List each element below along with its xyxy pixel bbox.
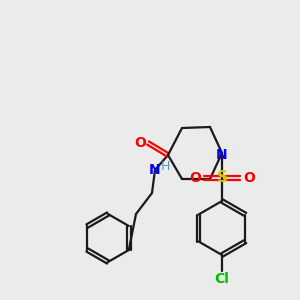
Text: H: H xyxy=(160,160,170,172)
Text: O: O xyxy=(243,171,255,185)
Text: N: N xyxy=(216,148,228,162)
Text: N: N xyxy=(149,163,161,177)
Text: O: O xyxy=(189,171,201,185)
Text: Cl: Cl xyxy=(214,272,230,286)
Text: S: S xyxy=(217,170,227,185)
Text: O: O xyxy=(134,136,146,150)
